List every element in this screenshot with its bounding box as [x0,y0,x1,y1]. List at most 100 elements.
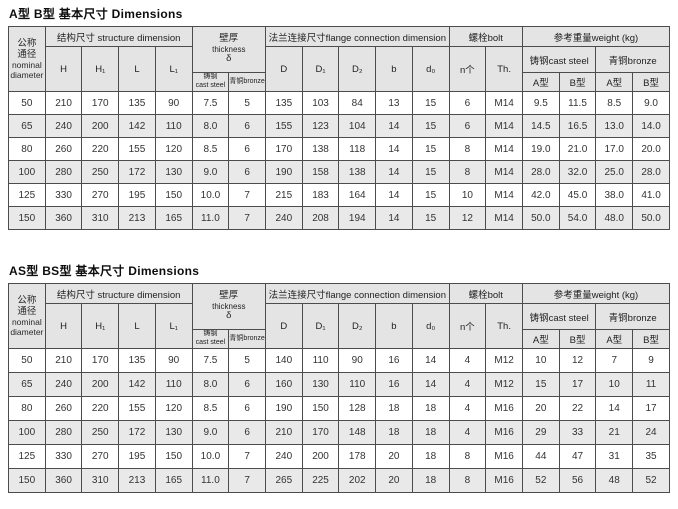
cell: 200 [301,444,340,469]
cell: 20 [375,444,413,469]
cell: M14 [485,114,523,138]
cell: 118 [338,137,377,161]
nominal-diameter-cell: 150 [8,468,46,493]
weight-group-cast-steel: 铸钢cast steel [521,46,597,73]
cast-steel-zh: 铸钢 [203,73,218,81]
cell: 148 [338,420,377,445]
cell: 90 [338,348,377,373]
header-flange-connection: 法兰连接尺寸flange connection dimension [264,283,450,304]
weight-col-a-cast: A型 [521,72,560,92]
cell: M16 [485,468,523,493]
cell: 158 [301,160,340,184]
catalog-page: A型 B型 基本尺寸 Dimensions 公称 通径 nominal diam… [8,5,671,493]
cell: 172 [118,160,156,184]
cell: 7 [228,444,266,469]
cell: 54.0 [558,206,597,230]
thickness-sub-cast-steel: 铸钢 cast steel [191,329,230,349]
cell: 240 [264,444,303,469]
cell: 50.0 [521,206,560,230]
thickness-zh: 壁厚 [219,32,239,44]
delta-symbol: δ [226,53,232,65]
col-L: L [118,303,156,349]
table-row: 125 330 270 195 150 10.0 7 215 183 164 14 15 10 M14 42… [8,183,670,207]
thickness-sub-bronze: 青铜bronze [228,329,266,349]
cell: 11.0 [191,206,230,230]
cell: 10 [448,183,487,207]
cell: 42.0 [521,183,560,207]
section-type-as-bs: AS型 BS型 基本尺寸 Dimensions 公称 通径 nominal di… [8,262,671,493]
cell: 7 [595,348,634,373]
col-H1: H₁ [81,303,120,349]
nominal-diameter-cell: 65 [8,114,46,138]
cell: 14 [411,348,450,373]
cell: 213 [118,206,156,230]
weight-group-cast-steel: 铸钢cast steel [521,303,597,330]
table-row: 50 210 170 135 90 7.5 5 135 103 84 13 15 6 M14 9.5 11.5… [8,91,670,115]
cell: 8 [448,444,487,469]
cell: 17.0 [595,137,634,161]
table-title-as-bs: AS型 BS型 基本尺寸 Dimensions [9,264,200,278]
header-nominal-diameter: 公称 通径 nominal diameter [8,283,46,349]
cell: 16 [375,348,413,373]
cell: 11.5 [558,91,597,115]
cell: 90 [154,348,193,373]
cell: 103 [301,91,340,115]
dimensions-table-as-bs: 公称 通径 nominal diameter 结构尺寸 structure di… [8,283,671,493]
weight-group-bronze: 青铜bronze [595,303,670,330]
delta-symbol: δ [226,310,232,322]
weight-col-b-cast: B型 [558,329,597,349]
cell: 8 [448,137,487,161]
cell: 15 [411,183,450,207]
cell: 11.0 [191,468,230,493]
cell: 7 [228,206,266,230]
cell: 310 [81,468,120,493]
cell: 210 [44,348,83,373]
table-row: 150 360 310 213 165 11.0 7 240 208 194 14 15 12 M14 50… [8,206,670,230]
cell: 31 [595,444,634,469]
cell: 6 [228,372,266,397]
nominal-diameter-cell: 65 [8,372,46,397]
col-L1: L₁ [154,46,193,92]
cell: 16 [375,372,413,397]
cell: 9.0 [191,420,230,445]
cell: M16 [485,444,523,469]
cell: 310 [81,206,120,230]
col-H: H [44,303,83,349]
col-bolt-count: n个 [448,46,487,92]
cell: M16 [485,420,523,445]
cell: 18 [411,396,450,421]
cell: 21 [595,420,634,445]
cell: 14.0 [632,114,670,138]
header-thickness: 壁厚 thickness δ [191,26,266,73]
header-flange-connection: 法兰连接尺寸flange connection dimension [264,26,450,47]
cell: 12 [448,206,487,230]
cell: 7.5 [191,348,230,373]
col-H1: H₁ [81,46,120,92]
cell: 21.0 [558,137,597,161]
header-structure-dimension: 结构尺寸 structure dimension [44,283,193,304]
cell: 330 [44,444,83,469]
cell: 190 [264,396,303,421]
thickness-sub-bronze: 青铜bronze [228,72,266,92]
cell: 13.0 [595,114,634,138]
cell: 15 [411,91,450,115]
cell: 18 [411,420,450,445]
cell: M14 [485,137,523,161]
cell: 220 [81,396,120,421]
cell: 8.5 [191,396,230,421]
nominal-diameter-cell: 50 [8,91,46,115]
cell: 190 [264,160,303,184]
cell: 41.0 [632,183,670,207]
cell: 6 [448,91,487,115]
col-D1: D₁ [301,46,340,92]
cell: 194 [338,206,377,230]
cast-steel-zh: 铸钢 [203,330,218,338]
cell: 225 [301,468,340,493]
cell: 8.5 [191,137,230,161]
cell: 155 [118,137,156,161]
header-thickness: 壁厚 thickness δ [191,283,266,330]
cell: 170 [264,137,303,161]
section-type-a-b: A型 B型 基本尺寸 Dimensions 公称 通径 nominal diam… [8,5,671,230]
cell: 155 [118,396,156,421]
weight-col-a-bronze: A型 [595,72,634,92]
